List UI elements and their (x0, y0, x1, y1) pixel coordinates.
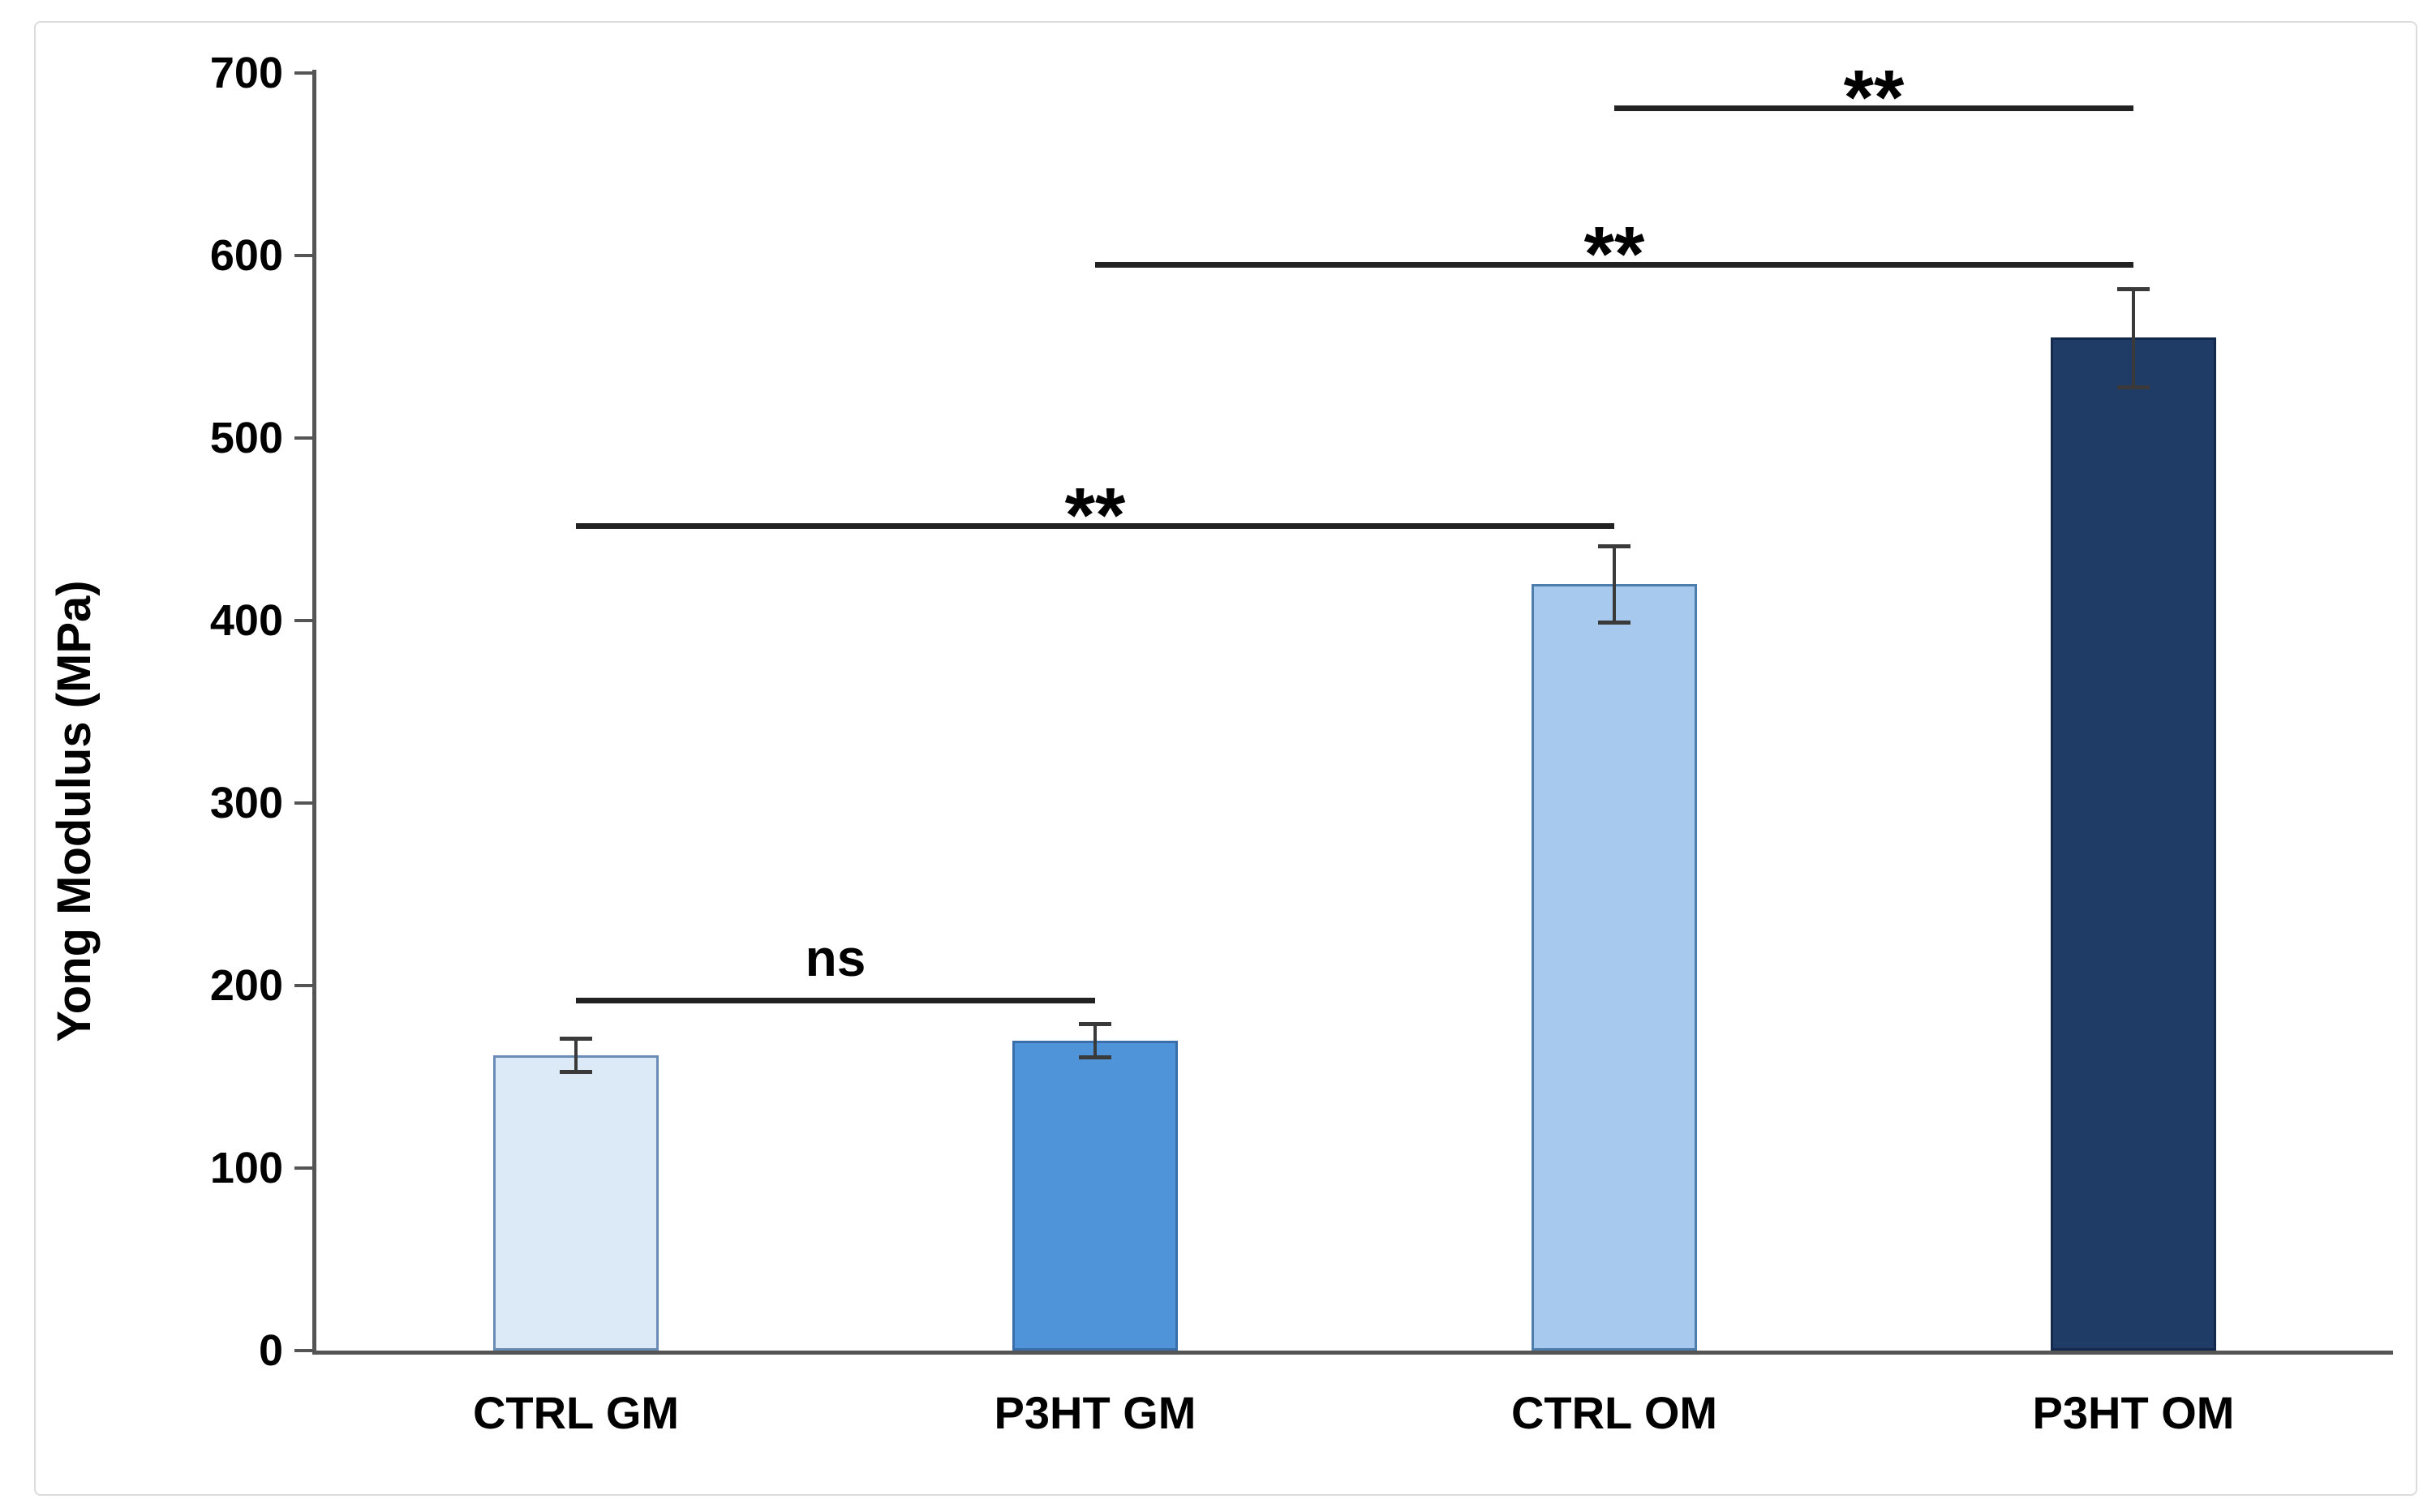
significance-label: ** (1843, 54, 1905, 141)
error-bar-cap-top (1079, 1022, 1111, 1027)
error-bar-cap-bottom (1598, 621, 1630, 625)
error-bar-cap-bottom (560, 1069, 592, 1074)
y-tick (294, 619, 312, 622)
error-bar (1093, 1024, 1097, 1057)
y-tick (294, 801, 312, 805)
y-tick-label: 0 (258, 1326, 283, 1375)
category-label: P3HT OM (2032, 1387, 2235, 1438)
error-bar-cap-bottom (2117, 385, 2150, 389)
category-label: P3HT GM (994, 1387, 1197, 1438)
error-bar-cap-top (2117, 286, 2150, 291)
y-tick-label: 600 (209, 231, 283, 280)
y-tick (294, 254, 312, 257)
category-label: CTRL GM (472, 1387, 680, 1438)
error-bar (574, 1038, 578, 1072)
significance-label: ** (1064, 472, 1126, 559)
significance-bracket (576, 998, 1095, 1003)
y-tick-label: 300 (209, 779, 283, 827)
y-axis-line (312, 70, 316, 1351)
significance-label: ns (805, 929, 866, 987)
y-tick-label: 400 (209, 596, 283, 645)
bar-p3ht-om (2051, 337, 2216, 1351)
y-tick (294, 1349, 312, 1352)
error-bar (1613, 545, 1616, 623)
category-label: CTRL OM (1510, 1387, 1718, 1438)
y-tick-label: 100 (209, 1144, 283, 1192)
significance-bracket (576, 523, 1614, 529)
bar-ctrl-om (1532, 584, 1697, 1351)
error-bar-cap-top (560, 1037, 592, 1042)
error-bar (2132, 288, 2135, 387)
x-axis-line (312, 1351, 2393, 1355)
significance-bracket (1614, 105, 2133, 111)
y-tick (294, 436, 312, 440)
y-tick (294, 984, 312, 987)
y-tick-label: 700 (209, 49, 283, 97)
y-tick-label: 500 (209, 414, 283, 462)
error-bar-cap-top (1598, 543, 1630, 548)
significance-bracket (1095, 262, 2133, 268)
error-bar-cap-bottom (1079, 1055, 1111, 1059)
y-tick (294, 71, 312, 75)
y-tick (294, 1166, 312, 1170)
y-axis-title: Yong Modulus (MPa) (48, 580, 101, 1042)
bar-p3ht-gm (1012, 1040, 1178, 1351)
y-tick-label: 200 (209, 961, 283, 1010)
significance-label: ** (1583, 211, 1645, 299)
bar-ctrl-gm (493, 1055, 659, 1351)
